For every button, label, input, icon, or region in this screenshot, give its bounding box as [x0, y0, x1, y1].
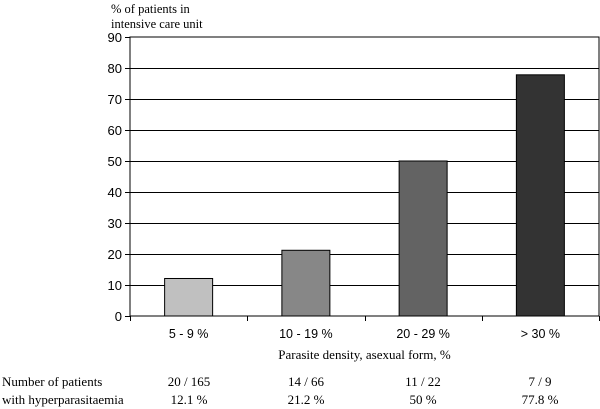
y-axis-title-line-2: intensive care unit [111, 17, 203, 31]
x-tick-label: > 30 % [521, 327, 560, 341]
y-tick-label: 70 [108, 92, 122, 107]
table-row-label-count: Number of patients [2, 374, 103, 389]
y-axis-title-line-1: % of patients in [111, 2, 190, 16]
table-count-cell: 14 / 66 [287, 374, 325, 389]
bar [398, 160, 448, 317]
table-row-label-percent: with hyperparasitaemia [2, 392, 124, 407]
y-tick-label: 50 [108, 154, 122, 169]
bar [515, 74, 565, 317]
x-tick-label: 10 - 19 % [279, 327, 333, 341]
table-count-cell: 11 / 22 [405, 374, 441, 389]
table-percent-cell: 21.2 % [287, 392, 325, 407]
y-tick-label: 60 [108, 123, 122, 138]
bar [281, 249, 331, 317]
y-tick-label: 80 [108, 61, 122, 76]
y-tick-label: 40 [108, 185, 122, 200]
table-count-cell: 20 / 165 [167, 374, 211, 389]
table-percent-cell: 50 % [409, 392, 437, 407]
y-tick-label: 0 [115, 309, 122, 324]
table-percent-cell: 12.1 % [170, 392, 208, 407]
y-tick-label: 30 [108, 216, 122, 231]
y-tick-label: 90 [108, 30, 122, 45]
table-count-cell: 7 / 9 [528, 374, 552, 389]
table-percent-cell: 77.8 % [521, 392, 559, 407]
y-tick-label: 10 [108, 278, 122, 293]
x-tick-label: 5 - 9 % [169, 327, 209, 341]
plot-frame [129, 36, 600, 317]
x-tick-label: 20 - 29 % [396, 327, 450, 341]
x-axis-title: Parasite density, asexual form, % [278, 347, 451, 362]
bar [164, 277, 214, 317]
y-tick-label: 20 [108, 247, 122, 262]
